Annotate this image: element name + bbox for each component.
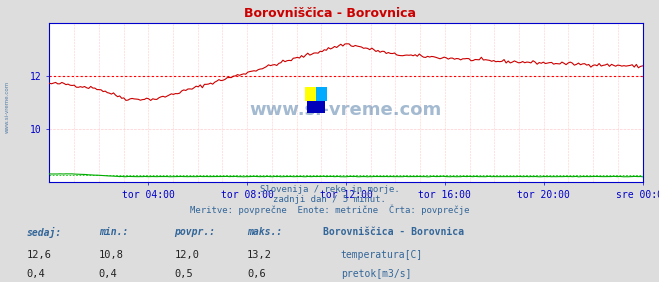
Text: temperatura[C]: temperatura[C]: [341, 250, 423, 259]
Text: Slovenija / reke in morje.: Slovenija / reke in morje.: [260, 185, 399, 194]
Text: 0,4: 0,4: [99, 269, 117, 279]
Text: zadnji dan / 5 minut.: zadnji dan / 5 minut.: [273, 195, 386, 204]
Text: sedaj:: sedaj:: [26, 227, 61, 238]
Text: 12,0: 12,0: [175, 250, 200, 259]
Text: Borovniščica - Borovnica: Borovniščica - Borovnica: [323, 227, 464, 237]
Text: www.si-vreme.com: www.si-vreme.com: [5, 81, 10, 133]
Bar: [305, 87, 316, 101]
Bar: [316, 87, 327, 101]
Text: Borovniščica - Borovnica: Borovniščica - Borovnica: [243, 7, 416, 20]
Text: 0,6: 0,6: [247, 269, 266, 279]
Bar: [307, 101, 325, 113]
Text: povpr.:: povpr.:: [175, 227, 215, 237]
Text: pretok[m3/s]: pretok[m3/s]: [341, 269, 411, 279]
Text: Meritve: povprečne  Enote: metrične  Črta: povprečje: Meritve: povprečne Enote: metrične Črta:…: [190, 204, 469, 215]
Text: 0,5: 0,5: [175, 269, 193, 279]
Text: 0,4: 0,4: [26, 269, 45, 279]
Text: 10,8: 10,8: [99, 250, 124, 259]
Text: min.:: min.:: [99, 227, 129, 237]
Text: maks.:: maks.:: [247, 227, 282, 237]
Text: www.si-vreme.com: www.si-vreme.com: [250, 101, 442, 119]
Text: 12,6: 12,6: [26, 250, 51, 259]
Text: 13,2: 13,2: [247, 250, 272, 259]
